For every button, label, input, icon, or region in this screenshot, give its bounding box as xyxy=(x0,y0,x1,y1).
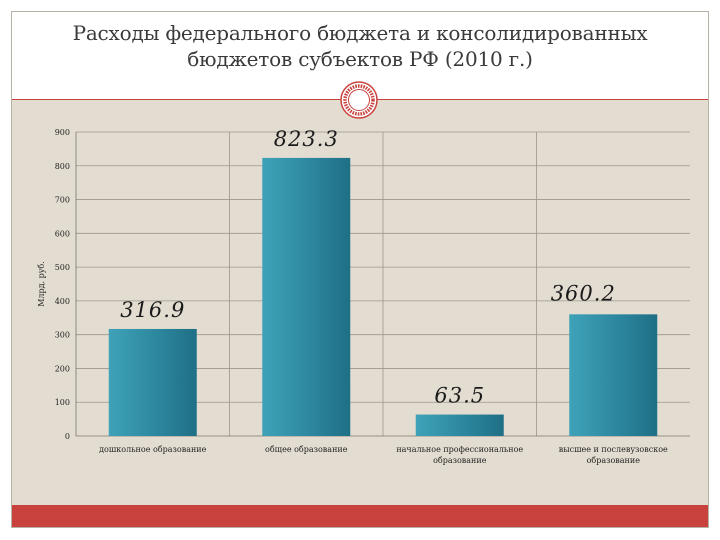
y-tick-label: 400 xyxy=(55,297,70,306)
slide-title-line-2: бюджетов субъектов РФ (2010 г.) xyxy=(187,47,533,71)
chart-panel xyxy=(12,100,708,505)
x-category-label: высшее и послевузовское xyxy=(559,445,668,454)
bars xyxy=(108,157,658,436)
x-category-label: образование xyxy=(587,456,641,465)
bar xyxy=(569,314,658,436)
data-label: 316.9 xyxy=(120,298,185,322)
bar xyxy=(415,414,504,436)
bar xyxy=(262,157,351,436)
slide-title-line-1: Расходы федерального бюджета и консолиди… xyxy=(72,21,648,45)
y-tick-label: 900 xyxy=(55,128,70,137)
y-tick-label: 600 xyxy=(55,229,70,238)
x-category-label: начальное профессиональное xyxy=(396,445,523,454)
y-tick-label: 700 xyxy=(55,196,70,205)
bar xyxy=(108,328,197,436)
ornament-circle-icon xyxy=(340,81,378,119)
labels: 0 100 200 300 400 500 600 700 800 900 Млрд. руб. 31… xyxy=(37,127,668,465)
x-category-label: общее образование xyxy=(265,445,348,454)
y-tick-label: 200 xyxy=(55,364,70,373)
y-tick-label: 300 xyxy=(55,331,70,340)
y-axis-label: Млрд. руб. xyxy=(37,261,46,307)
x-category-label: дошкольное образование xyxy=(99,445,207,454)
data-label: 63.5 xyxy=(434,384,485,408)
y-tick-label: 800 xyxy=(55,162,70,171)
x-category-label: образование xyxy=(433,456,487,465)
y-tick-label: 100 xyxy=(55,398,70,407)
slide-title: Расходы федерального бюджета и консолиди… xyxy=(12,20,708,72)
y-tick-label: 500 xyxy=(55,263,70,272)
data-label: 360.2 xyxy=(551,281,616,305)
y-tick-label: 0 xyxy=(65,432,70,441)
data-label: 823.3 xyxy=(274,127,339,151)
bottom-accent-bar xyxy=(12,505,708,527)
